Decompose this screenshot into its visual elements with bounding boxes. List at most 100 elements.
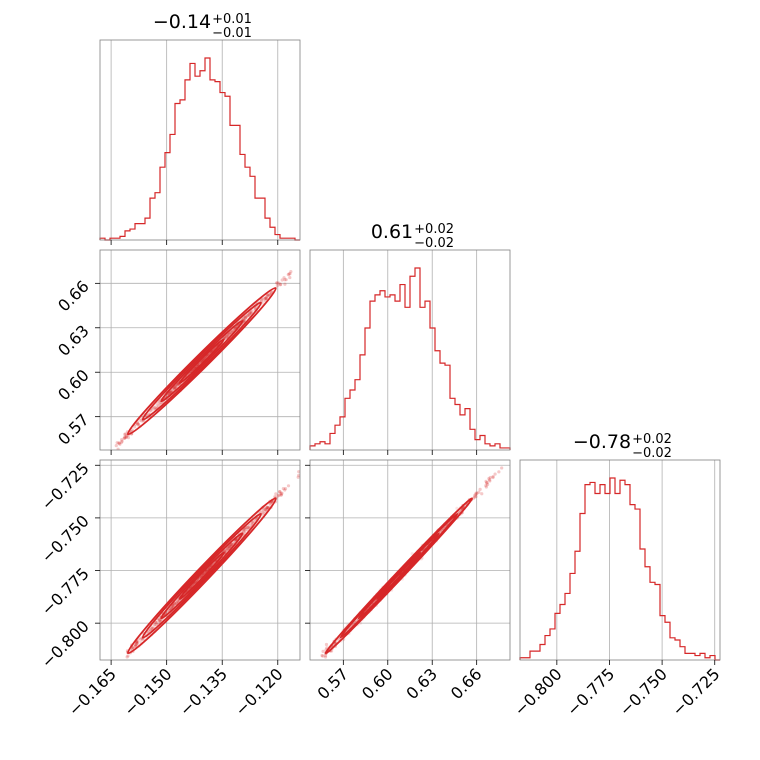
sample-point [117,441,121,445]
panel-frame-21 [309,459,511,661]
sample-point [473,493,477,497]
sample-point [149,409,153,413]
sample-point [229,543,233,547]
sample-point [290,686,293,689]
sample-point [110,665,113,668]
x-tick-label-1-3: 0.66 [447,664,486,703]
sample-point [281,486,285,491]
sample-point [301,471,304,474]
sample-point [224,335,229,339]
sample-point [230,329,234,333]
scatter-panel-1-0 [95,242,320,455]
sample-point [241,317,245,321]
sample-point [474,491,478,495]
sample-point [154,620,159,625]
sample-point [153,406,157,410]
sample-point [228,545,232,549]
sample-point [264,296,268,300]
y-tick-label-1-1: 0.60 [54,366,93,405]
sample-point [141,637,145,642]
x-tick-label-0-0: −0.165 [65,664,120,719]
sample-point [130,428,134,432]
sample-point [305,469,308,472]
sample-point [306,464,309,467]
sample-point [274,492,278,496]
sample-point [175,383,179,387]
sample-point [288,272,292,276]
x-tick-label-1-2: 0.63 [402,664,441,703]
sample-point [280,491,284,495]
sample-point [224,336,228,340]
sample-point [296,475,300,479]
sample-point [176,600,180,604]
sample-point [248,311,252,316]
sample-point [176,599,180,603]
sample-point [264,507,268,511]
sample-point [264,296,268,300]
sample-point [168,390,173,394]
sample-point [123,436,127,440]
sample-point [112,667,115,670]
sample-point [471,496,476,500]
sample-point [244,316,248,320]
param-title-0: −0.14 [153,11,211,33]
sample-point [170,605,174,609]
sample-point [174,601,179,605]
title-minus-1: −0.02 [414,236,454,251]
sample-point [480,492,484,496]
sample-point [232,540,236,545]
sample-point [125,435,129,439]
sample-point [321,649,325,653]
sample-point [264,296,268,300]
sample-point [135,641,139,645]
sample-point [264,507,268,511]
sample-point [277,281,281,285]
y-tick-label-2-0: −0.800 [38,617,93,672]
y-tick-label-1-0: 0.57 [54,410,93,449]
sample-point [251,521,255,525]
sample-point [124,435,128,440]
x-tick-label-0-2: −0.135 [176,664,231,719]
sample-point [265,294,269,298]
sample-point [263,507,267,511]
contour-1 [160,319,244,403]
sample-point [493,472,497,476]
param-title-2: −0.78 [573,431,631,453]
hist-frame-0 [99,39,301,241]
sample-point [244,316,248,320]
sample-point [152,622,156,627]
sample-point [315,662,318,665]
scatter-panel-2-0 [95,459,309,670]
sample-point [175,598,180,603]
sample-point [242,317,246,321]
y-tick-label-2-2: −0.750 [38,511,93,566]
sample-point [123,432,127,436]
sample-point [280,278,284,282]
sample-point [223,335,227,339]
sample-point [136,422,140,426]
sample-point [138,638,142,642]
sample-point [133,644,138,648]
sample-point [153,622,157,626]
sample-point [134,642,139,646]
sample-point [260,509,264,513]
sample-point [317,242,320,245]
title-median-0: −0.14 [153,11,211,33]
sample-point [478,487,482,491]
sample-point [273,495,277,499]
scatter-panel-2-1 [290,459,511,689]
sample-point [286,484,291,488]
sample-point [278,490,282,494]
sample-point [146,629,151,634]
sample-point [266,293,270,297]
sample-point [488,475,492,480]
title-plus-2: +0.02 [632,432,672,447]
contour-0 [178,338,225,384]
sample-point [167,392,171,396]
sample-point [248,313,252,317]
sample-point [158,402,162,406]
sample-point [248,523,252,528]
sample-point [118,664,121,667]
sample-point [156,620,160,625]
sample-point [224,547,228,552]
